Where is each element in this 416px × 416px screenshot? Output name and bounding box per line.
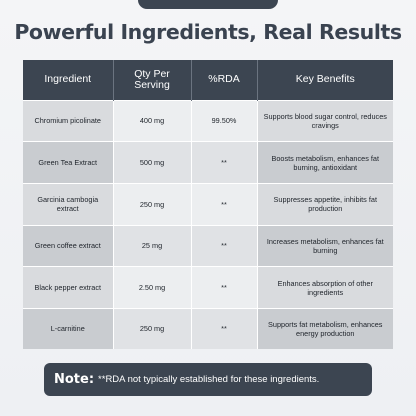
- header-qty: Qty Per Serving: [113, 60, 192, 100]
- top-tab-decoration: [138, 0, 278, 9]
- header-benefits: Key Benefits: [257, 60, 393, 100]
- cell-benefits: Increases metabolism, enhances fat burni…: [257, 224, 393, 267]
- cell-benefits: Enhances absorption of other ingredients: [257, 266, 393, 309]
- cell-benefits: Supports blood sugar control, reduces cr…: [257, 99, 393, 142]
- cell-qty: 2.50 mg: [113, 266, 192, 309]
- cell-qty: 250 mg: [113, 307, 192, 349]
- ingredients-table: Ingredient Qty Per Serving %RDA Key Bene…: [23, 60, 393, 349]
- cell-rda: **: [191, 224, 258, 267]
- cell-ingredient: Chromium picolinate: [23, 99, 114, 142]
- cell-rda: **: [191, 266, 258, 309]
- table-row: L-carnitine 250 mg ** Supports fat metab…: [23, 307, 393, 349]
- note-label: Note:: [54, 372, 95, 387]
- table-row: Chromium picolinate 400 mg 99.50% Suppor…: [23, 99, 393, 142]
- header-rda: %RDA: [191, 60, 258, 100]
- cell-qty: 400 mg: [113, 99, 192, 142]
- cell-ingredient: Garcinia cambogia extract: [23, 182, 114, 226]
- cell-benefits: Boosts metabolism, enhances fat burning,…: [257, 141, 393, 184]
- cell-qty: 500 mg: [113, 141, 192, 184]
- cell-benefits: Supports fat metabolism, enhances energy…: [257, 307, 393, 349]
- note-text: **RDA not typically established for thes…: [98, 374, 320, 385]
- table-header-row: Ingredient Qty Per Serving %RDA Key Bene…: [23, 60, 393, 100]
- cell-qty: 250 mg: [113, 182, 192, 226]
- page-title: Powerful Ingredients, Real Results: [14, 20, 402, 44]
- cell-ingredient: L-carnitine: [23, 307, 114, 349]
- cell-ingredient: Black pepper extract: [23, 266, 114, 309]
- cell-ingredient: Green coffee extract: [23, 224, 114, 267]
- cell-benefits: Suppresses appetite, inhibits fat produc…: [257, 182, 393, 226]
- cell-rda: **: [191, 307, 258, 349]
- table-row: Green coffee extract 25 mg ** Increases …: [23, 224, 393, 267]
- note-banner: Note: **RDA not typically established fo…: [44, 363, 372, 396]
- table-row: Black pepper extract 2.50 mg ** Enhances…: [23, 266, 393, 309]
- header-ingredient: Ingredient: [23, 60, 114, 100]
- table-row: Green Tea Extract 500 mg ** Boosts metab…: [23, 141, 393, 184]
- cell-rda: **: [191, 182, 258, 226]
- table-row: Garcinia cambogia extract 250 mg ** Supp…: [23, 182, 393, 226]
- cell-qty: 25 mg: [113, 224, 192, 267]
- cell-rda: **: [191, 141, 258, 184]
- cell-rda: 99.50%: [191, 99, 258, 142]
- cell-ingredient: Green Tea Extract: [23, 141, 114, 184]
